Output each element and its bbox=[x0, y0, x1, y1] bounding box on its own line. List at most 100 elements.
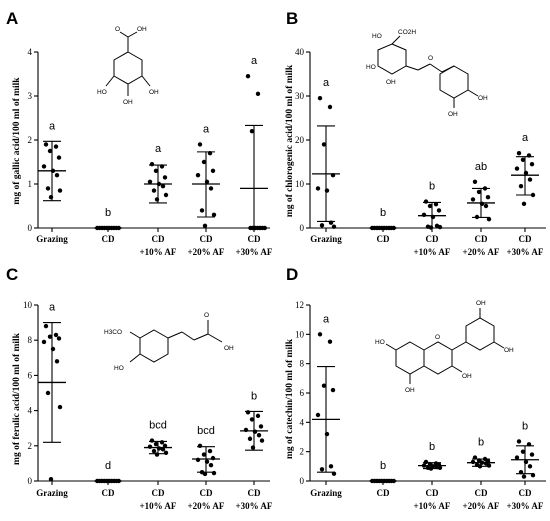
significance-letter: a bbox=[323, 313, 330, 325]
data-point bbox=[330, 387, 336, 393]
molecule-label: OH bbox=[405, 387, 415, 394]
x-tick-label: CD bbox=[475, 488, 488, 498]
data-point bbox=[486, 217, 492, 222]
data-point bbox=[317, 96, 323, 101]
data-point bbox=[514, 455, 520, 460]
molecule-label: O bbox=[428, 55, 433, 62]
data-point bbox=[476, 189, 482, 195]
y-tick-label: 2 bbox=[28, 135, 33, 145]
data-point bbox=[197, 142, 203, 147]
data-point bbox=[201, 159, 207, 165]
molecule-label: HO bbox=[372, 33, 382, 40]
significance-letter: b bbox=[251, 390, 257, 402]
data-point bbox=[520, 449, 526, 454]
data-point bbox=[247, 436, 253, 441]
x-tick-label-line2: +20% AF bbox=[188, 501, 225, 511]
x-tick-label: CD bbox=[519, 234, 532, 244]
data-point bbox=[162, 443, 168, 448]
molecule-label: OH bbox=[504, 347, 514, 354]
data-point bbox=[149, 438, 155, 443]
data-point bbox=[437, 224, 443, 230]
y-tick-label: 4 bbox=[28, 47, 33, 57]
significance-letter: bcd bbox=[149, 420, 167, 432]
x-tick-label-line2: +10% AF bbox=[140, 501, 177, 511]
data-point bbox=[321, 142, 327, 147]
molecule-label: OH bbox=[448, 111, 458, 118]
y-tick-label: 6 bbox=[300, 388, 305, 398]
data-point bbox=[151, 448, 157, 454]
molecule-label: HO bbox=[375, 339, 385, 346]
x-tick-label: Grazing bbox=[310, 488, 342, 498]
molecule-label: OH bbox=[462, 373, 472, 380]
data-point bbox=[195, 457, 201, 463]
molecule-label: OH bbox=[476, 300, 486, 307]
data-point bbox=[56, 336, 62, 341]
molecule-label: O bbox=[115, 26, 120, 33]
data-point bbox=[211, 212, 217, 217]
data-point bbox=[160, 447, 166, 452]
data-point bbox=[527, 177, 533, 182]
data-point bbox=[45, 186, 51, 191]
data-point bbox=[160, 184, 166, 189]
x-tick-label: CD bbox=[102, 488, 115, 498]
data-point bbox=[210, 455, 216, 461]
data-point bbox=[437, 465, 443, 470]
data-point bbox=[315, 186, 321, 191]
data-point bbox=[527, 464, 533, 469]
data-point bbox=[48, 477, 54, 482]
x-tick-label: CD bbox=[102, 234, 115, 244]
data-point bbox=[147, 179, 153, 184]
x-tick-label: CD bbox=[426, 234, 439, 244]
data-point bbox=[331, 224, 337, 229]
x-tick-label: CD bbox=[377, 488, 390, 498]
data-point bbox=[315, 412, 321, 418]
y-tick-label: 10 bbox=[295, 179, 305, 189]
y-tick-label: 20 bbox=[295, 135, 305, 145]
data-point bbox=[57, 188, 63, 193]
data-point bbox=[199, 208, 205, 213]
data-point bbox=[529, 162, 535, 167]
data-point bbox=[43, 323, 49, 329]
x-tick-label: CD bbox=[200, 488, 213, 498]
data-point bbox=[521, 474, 527, 479]
data-point bbox=[53, 332, 59, 338]
x-tick-label-line2: +10% AF bbox=[140, 247, 177, 257]
data-point bbox=[41, 339, 47, 345]
molecule-label: O bbox=[204, 312, 209, 319]
y-tick-label: 10 bbox=[23, 300, 33, 310]
y-tick-label: 4 bbox=[28, 406, 33, 416]
y-tick-label: 30 bbox=[295, 91, 305, 101]
x-tick-label: Grazing bbox=[36, 234, 68, 244]
x-tick-label-line2: +30% AF bbox=[507, 247, 544, 257]
data-point bbox=[163, 450, 169, 456]
data-point bbox=[153, 168, 159, 173]
x-tick-label: CD bbox=[248, 488, 261, 498]
x-tick-label: Grazing bbox=[310, 234, 342, 244]
data-point bbox=[256, 433, 262, 438]
y-tick-label: 8 bbox=[28, 335, 33, 345]
molecule-label: OH bbox=[137, 26, 147, 33]
data-point bbox=[514, 166, 520, 171]
molecule-label: OH bbox=[149, 89, 159, 96]
data-point bbox=[54, 359, 60, 364]
data-point bbox=[147, 444, 153, 449]
y-tick-label: 1 bbox=[28, 179, 33, 189]
data-point bbox=[249, 417, 255, 422]
y-tick-label: 2 bbox=[300, 447, 305, 457]
y-tick-label: 0 bbox=[300, 223, 305, 233]
data-point bbox=[516, 151, 522, 156]
molecule-label: HO bbox=[97, 89, 107, 96]
y-tick-label: 0 bbox=[28, 223, 33, 233]
data-point bbox=[436, 208, 442, 213]
y-axis-label: mg of gallic acid/100 ml of milk bbox=[12, 77, 22, 205]
data-point bbox=[321, 383, 327, 388]
data-point bbox=[210, 168, 216, 173]
data-point bbox=[483, 203, 489, 209]
x-tick-label-line2: +30% AF bbox=[236, 247, 273, 257]
significance-letter: a bbox=[203, 123, 210, 135]
data-point bbox=[207, 448, 213, 454]
molecule-label: H3CO bbox=[104, 329, 122, 336]
significance-letter: a bbox=[49, 302, 56, 314]
y-tick-label: 2 bbox=[28, 441, 33, 451]
